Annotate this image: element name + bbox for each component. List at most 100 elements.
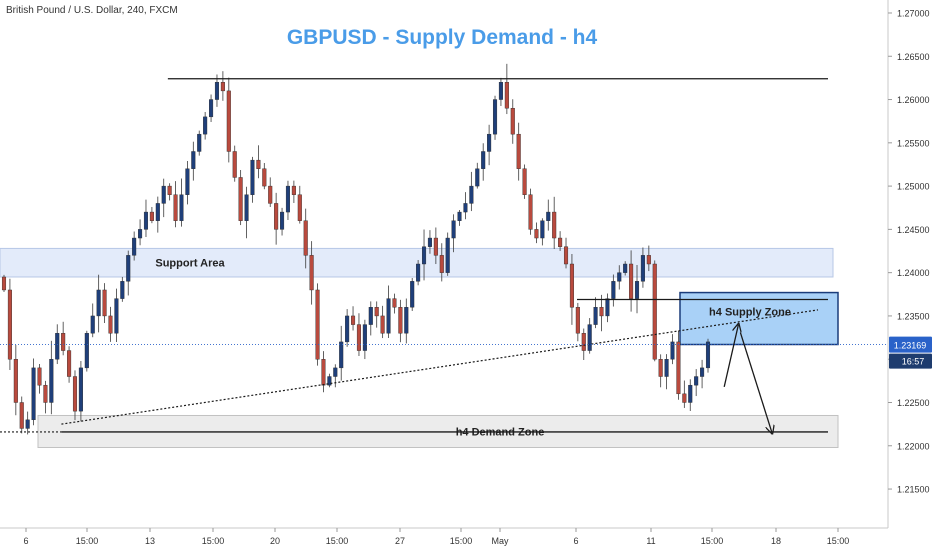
candle-body: [481, 151, 486, 169]
candle-body: [262, 168, 267, 187]
candle: [605, 293, 610, 323]
candle: [185, 160, 190, 205]
candle: [416, 260, 421, 286]
candle: [664, 354, 669, 390]
candle-body: [534, 229, 539, 239]
candle: [209, 94, 214, 122]
candle-body: [351, 315, 356, 325]
y-tick-label: 1.25000: [897, 182, 930, 192]
candle: [203, 111, 208, 140]
candle: [244, 186, 249, 239]
candle: [481, 143, 486, 181]
trendline: [61, 309, 819, 425]
candle: [700, 359, 705, 389]
candle-body: [605, 298, 610, 317]
candle: [534, 222, 539, 244]
candle: [138, 219, 143, 246]
candle-body: [593, 307, 598, 325]
candle-body: [315, 289, 320, 360]
candle: [72, 370, 78, 421]
candle: [670, 334, 675, 365]
candle: [179, 178, 184, 227]
projection-arrow-up: [723, 325, 738, 388]
candle-body: [7, 289, 12, 360]
x-tick-label: May: [491, 536, 509, 546]
candle-body: [451, 220, 456, 239]
candle-body: [244, 194, 249, 221]
candle: [43, 380, 48, 414]
candle-body: [700, 367, 705, 377]
candle: [31, 358, 36, 426]
candle: [427, 230, 432, 254]
candle: [1, 274, 7, 293]
x-tick-label: 6: [573, 536, 578, 546]
candle: [19, 396, 24, 434]
candle-body: [569, 263, 574, 308]
candle-body: [368, 307, 373, 325]
candles-layer: [1, 63, 711, 435]
candle: [410, 277, 415, 311]
candle-body: [108, 315, 113, 334]
candle: [540, 218, 545, 246]
candle-body: [132, 237, 137, 256]
candle: [386, 285, 391, 338]
candle-body: [78, 367, 83, 412]
candle-body: [155, 203, 160, 221]
candle-body: [510, 107, 515, 135]
candle-body: [676, 341, 681, 395]
lines-layer: [0, 78, 888, 433]
y-tick-label: 1.24500: [897, 225, 930, 235]
countdown-badge: [889, 353, 932, 369]
candle-body: [321, 359, 326, 386]
candle: [345, 309, 350, 347]
candle-body: [416, 263, 421, 282]
candle: [457, 209, 462, 226]
candle: [593, 297, 598, 329]
candle: [522, 164, 527, 199]
candle-body: [421, 246, 427, 265]
y-tick-label: 1.22000: [897, 441, 930, 451]
candle: [634, 265, 640, 314]
candle: [374, 301, 379, 328]
candle-body: [84, 333, 89, 369]
candle: [96, 274, 101, 333]
candle-body: [339, 341, 344, 369]
candle: [617, 265, 622, 290]
candle-body: [688, 384, 693, 403]
candle-body: [374, 307, 379, 317]
candle-body: [581, 333, 586, 351]
candle-body: [173, 194, 178, 221]
candle: [108, 306, 113, 342]
candle-body: [652, 263, 657, 360]
candle-body: [617, 272, 622, 282]
candle: [126, 250, 131, 296]
price-badges: 1.23169 16:57: [889, 336, 932, 369]
candle-body: [96, 289, 101, 317]
candle-body: [410, 281, 415, 308]
candle: [694, 369, 699, 397]
candle: [362, 319, 367, 360]
candle: [114, 288, 119, 343]
candle: [421, 229, 427, 281]
candle-body: [19, 402, 24, 429]
candle: [250, 156, 255, 203]
candle-body: [487, 133, 492, 152]
projection-arrow-down: [739, 332, 772, 433]
candle: [658, 354, 663, 388]
candle-body: [599, 307, 604, 317]
candle-body: [13, 359, 18, 403]
candle-body: [209, 99, 214, 118]
candle-body: [25, 419, 30, 429]
candle: [191, 141, 196, 181]
candle-body: [191, 151, 196, 169]
candle-body: [31, 367, 36, 421]
candle: [226, 77, 231, 163]
candle: [197, 130, 202, 156]
candle: [167, 183, 172, 201]
candle-body: [345, 315, 350, 343]
candle-body: [463, 203, 468, 213]
candle-body: [670, 341, 675, 360]
candle: [155, 196, 160, 233]
